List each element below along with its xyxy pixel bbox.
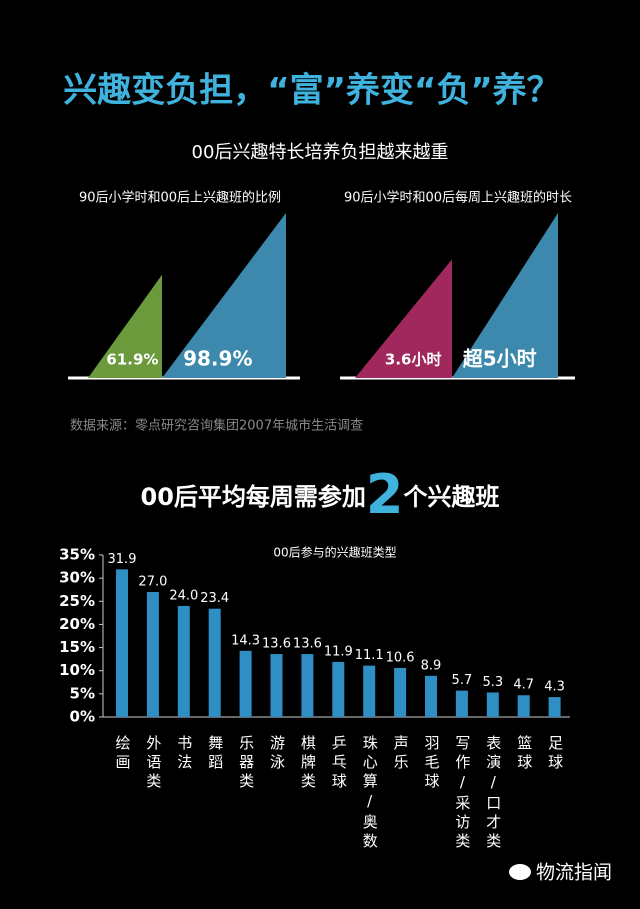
y-tick-label: 15% xyxy=(59,638,95,656)
value-label: 31.9 xyxy=(108,552,137,567)
bar xyxy=(394,667,407,717)
x-tick-label: 羽毛球 xyxy=(423,735,441,792)
value-label: 23.4 xyxy=(200,591,229,606)
value-label: 13.6 xyxy=(262,637,291,652)
value-label: 4.7 xyxy=(513,678,534,693)
triangle xyxy=(355,259,452,378)
value-label: 11.1 xyxy=(355,648,384,663)
panel-title: 90后小学时和00后每周上兴趣班的时长 xyxy=(344,190,572,206)
watermark-text: 物流指闻 xyxy=(536,862,612,884)
bar xyxy=(208,608,221,717)
source-note: 数据来源：零点研究咨询集团2007年城市生活调查 xyxy=(70,418,363,434)
title: 兴趣变负担，“富”养变“负”养？ xyxy=(63,71,560,111)
bar xyxy=(332,661,345,717)
value-label: 5.7 xyxy=(452,673,473,688)
value-label: 24.0 xyxy=(169,588,198,603)
triangle xyxy=(162,213,286,378)
x-tick-label: 乒乓球 xyxy=(330,735,348,792)
value-label: 5.3 xyxy=(482,675,503,690)
x-tick-label: 篮球 xyxy=(515,734,533,773)
bar xyxy=(116,569,128,717)
bar xyxy=(425,675,437,717)
value-label: 13.6 xyxy=(293,637,322,652)
triangle xyxy=(88,274,162,378)
value-label: 超5小时 xyxy=(462,347,537,371)
x-tick-label: 表演/口才类 xyxy=(484,735,502,852)
x-tick-label: 书法 xyxy=(175,735,193,773)
wechat-icon xyxy=(509,864,531,880)
x-tick-label: 棋牌类 xyxy=(299,735,317,792)
bar xyxy=(239,650,252,717)
y-tick-label: 0% xyxy=(70,708,95,726)
panel-title: 90后小学时和00后上兴趣班的比例 xyxy=(79,190,281,206)
headline: 00后平均每周需参加2个兴趣班 xyxy=(141,463,500,526)
x-tick-label: 舞蹈 xyxy=(206,735,224,773)
value-label: 10.6 xyxy=(386,650,415,665)
value-label: 27.0 xyxy=(138,575,167,590)
headline-number: 2 xyxy=(366,463,404,526)
value-label: 8.9 xyxy=(421,658,442,673)
triangle xyxy=(452,213,558,378)
x-tick-label: 声乐 xyxy=(392,734,410,773)
value-label: 4.3 xyxy=(544,680,565,695)
headline-text: 00后平均每周需参加 xyxy=(141,483,366,511)
bar xyxy=(548,697,561,717)
value-label: 98.9% xyxy=(183,347,252,371)
x-tick-label: 珠心算/奥数 xyxy=(361,735,379,852)
value-label: 11.9 xyxy=(324,644,353,659)
x-tick-label: 绘画 xyxy=(114,735,132,773)
subtitle: 00后兴趣特长培养负担越来越重 xyxy=(192,142,449,163)
bar xyxy=(177,605,190,717)
x-tick-label: 游泳 xyxy=(268,735,286,773)
bar xyxy=(363,665,376,717)
y-tick-label: 5% xyxy=(70,684,95,702)
bar xyxy=(301,654,314,717)
watermark: 物流指闻 xyxy=(509,862,612,884)
y-tick-label: 30% xyxy=(59,569,95,587)
y-tick-label: 10% xyxy=(59,661,95,679)
bar xyxy=(270,654,283,717)
value-label: 61.9% xyxy=(106,351,158,369)
y-tick-label: 25% xyxy=(59,592,95,610)
bar xyxy=(486,692,499,717)
x-tick-label: 乐器类 xyxy=(237,735,255,792)
value-label: 3.6小时 xyxy=(385,351,442,369)
bar xyxy=(146,592,159,717)
bar xyxy=(517,695,530,717)
y-tick-label: 20% xyxy=(59,615,95,633)
x-tick-label: 写作/采访类 xyxy=(453,735,471,852)
bar xyxy=(455,690,468,717)
x-tick-label: 足球 xyxy=(546,735,564,773)
x-tick-label: 外语类 xyxy=(144,735,162,792)
chart-title: 00后参与的兴趣班类型 xyxy=(273,545,396,560)
y-tick-label: 35% xyxy=(59,546,95,564)
headline-text: 个兴趣班 xyxy=(403,483,499,511)
value-label: 14.3 xyxy=(231,633,260,648)
